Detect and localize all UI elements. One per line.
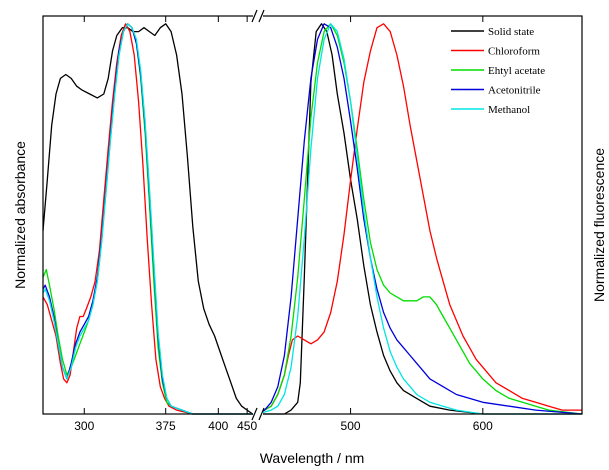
fl-tick-600-label: 600 xyxy=(473,419,493,433)
axis-break-marks xyxy=(251,9,265,421)
axis-break-slash-bottom-2 xyxy=(258,407,265,421)
abs-tick-375-label: 375 xyxy=(156,419,176,433)
legend-label-chloroform: Chloroform xyxy=(488,46,540,58)
fluorescence-line-ehtyl-acetate xyxy=(257,23,583,415)
fl-tick-500-label: 500 xyxy=(341,419,361,433)
x-axis-ticks: 300 375 450 400 500 600 xyxy=(74,16,493,433)
axis-break-gap-bottom xyxy=(253,407,263,421)
axis-break-slash-top-2 xyxy=(258,9,265,23)
y-axis-title-right: Normalized fluorescence xyxy=(591,148,607,302)
abs-tick-450-label: 450 xyxy=(237,419,257,433)
absorbance-line-chloroform xyxy=(42,23,258,415)
y-axis-title-left: Normalized absorbance xyxy=(12,141,28,289)
plot-area xyxy=(42,23,583,415)
legend: Solid state Chloroform Ehtyl acetate Aceton… xyxy=(451,26,545,116)
axis-break-gap-top xyxy=(253,9,263,23)
legend-label-solid-state: Solid state xyxy=(488,26,534,38)
fluorescence-line-solid-state xyxy=(258,23,582,415)
fl-tick-400-label: 400 xyxy=(208,419,228,433)
abs-tick-300-label: 300 xyxy=(74,419,94,433)
absorbance-line-solid-state xyxy=(42,23,258,415)
legend-label-ehtyl-acetate: Ehtyl acetate xyxy=(488,65,545,77)
fluorescence-line-chloroform xyxy=(257,23,582,415)
fluorescence-line-methanol xyxy=(257,23,582,415)
legend-label-methanol: Methanol xyxy=(488,104,530,116)
x-axis-title: Wavelength / nm xyxy=(260,450,365,466)
legend-label-acetonitrile: Acetonitrile xyxy=(488,85,541,97)
axis-break-slash-top-1 xyxy=(251,9,258,23)
axis-break-slash-bottom-1 xyxy=(251,407,258,421)
absorbance-line-methanol xyxy=(42,23,258,415)
plot-frame xyxy=(42,15,583,415)
